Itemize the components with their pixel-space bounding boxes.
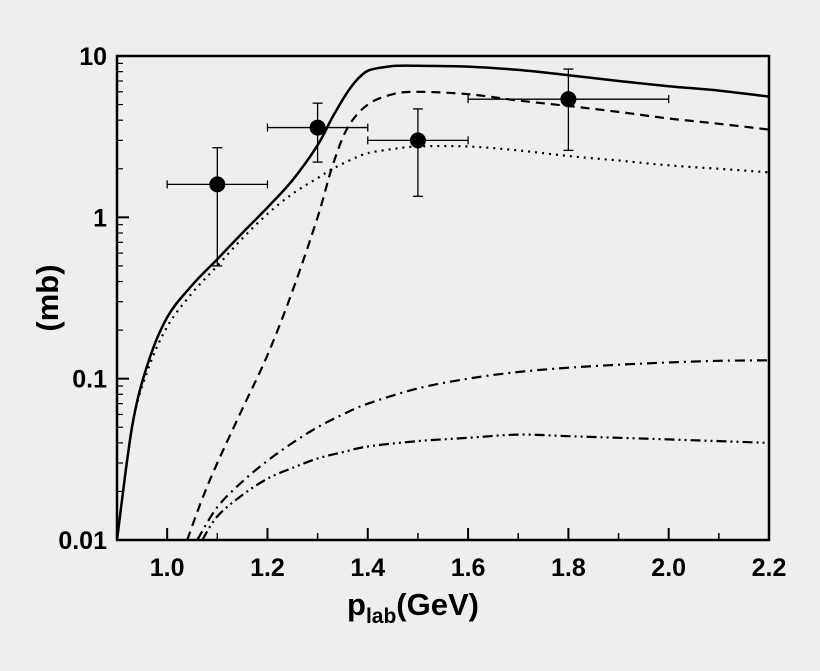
tick-layer bbox=[117, 55, 770, 541]
series-line-solid bbox=[115, 64, 770, 541]
series-line-dash-dot-dot bbox=[201, 433, 770, 541]
data-point-marker bbox=[209, 176, 226, 193]
data-point-marker bbox=[309, 119, 326, 136]
curve-layer bbox=[115, 64, 770, 541]
y-tick-label: 1 bbox=[93, 204, 107, 232]
plot-frame bbox=[115, 54, 771, 542]
y-tick-label: 0.01 bbox=[58, 527, 107, 555]
x-tick-label: 1.4 bbox=[350, 554, 385, 582]
x-axis-title-unit: (GeV) bbox=[396, 587, 479, 622]
y-tick-label: 10 bbox=[79, 43, 107, 71]
x-tick-label: 1.8 bbox=[551, 554, 586, 582]
data-point-layer bbox=[166, 68, 670, 267]
data-point-marker bbox=[409, 132, 426, 149]
x-tick-label: 1.6 bbox=[451, 554, 486, 582]
x-axis-title-subscript: lab bbox=[366, 605, 396, 628]
series-line-dashed bbox=[186, 90, 770, 541]
x-axis-title: plab(GeV) bbox=[347, 587, 479, 628]
x-axis-title-main: p bbox=[347, 587, 366, 622]
x-tick-label: 2.2 bbox=[752, 554, 787, 582]
tick-label-layer: 1.0 1.2 1.4 1.6 1.8 2.0 2.2 0.01 0.1 1 10 bbox=[58, 43, 786, 582]
data-point-marker bbox=[560, 91, 577, 108]
x-tick-label: 1.2 bbox=[250, 554, 285, 582]
y-tick-label: 0.1 bbox=[72, 366, 107, 394]
x-tick-label: 1.0 bbox=[150, 554, 185, 582]
series-line-dash-dot bbox=[196, 359, 770, 541]
x-tick-label: 2.0 bbox=[651, 554, 686, 582]
y-axis-title: (mb) bbox=[30, 264, 65, 331]
